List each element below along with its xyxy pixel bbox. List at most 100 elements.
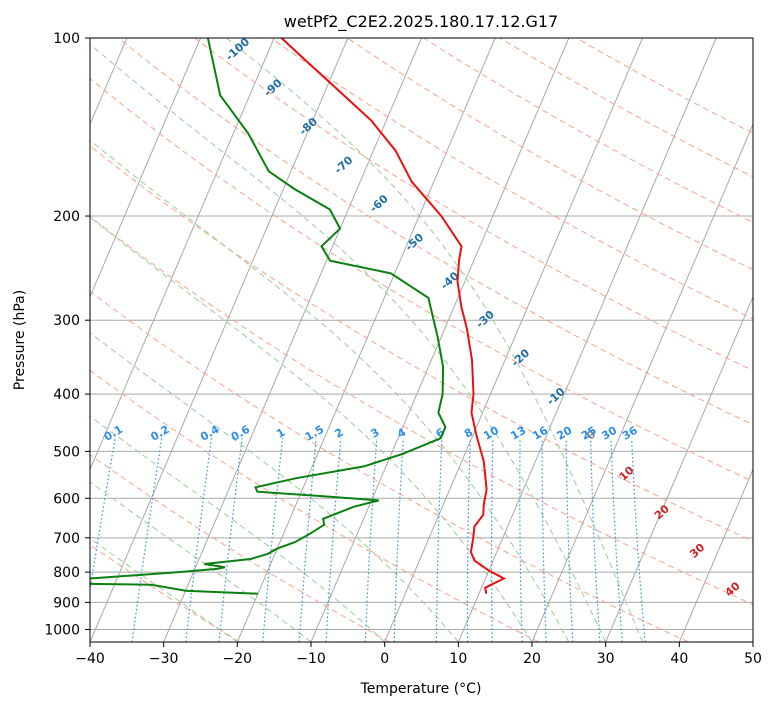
mixing-ratio-line [565, 438, 574, 642]
temperature-label: -100 [223, 35, 252, 63]
dry-adiabat [90, 544, 241, 642]
dry-adiabat [90, 290, 689, 642]
dry-adiabat [576, 38, 753, 134]
mixing-ratio-label: 0.6 [229, 423, 253, 444]
dry-adiabat [90, 215, 753, 606]
moist-adiabat [90, 216, 533, 642]
isotherm-line [678, 468, 753, 642]
isotherm-line [605, 295, 753, 642]
isotherm-line [310, 38, 570, 642]
dry-adiabat [194, 38, 753, 372]
y-tick-label: 1000 [44, 622, 80, 638]
mixing-ratio-label: 1.5 [303, 423, 326, 444]
isotherm-line [90, 38, 201, 299]
mixing-ratio-label: 20 [555, 424, 575, 443]
temperature-label: 40 [723, 579, 743, 599]
mixing-ratio-line [610, 438, 623, 642]
x-tick-label: 40 [670, 651, 688, 667]
x-tick-label: 0 [380, 651, 389, 667]
mixing-ratio-line [519, 438, 523, 642]
isotherm-line [236, 38, 496, 642]
mixing-ratio-line [590, 438, 601, 642]
mixing-ratio-line [218, 438, 243, 642]
y-axis-label: Pressure (hPa) [12, 290, 28, 390]
y-tick-label: 400 [53, 387, 80, 403]
dry-adiabat [118, 38, 753, 426]
series-line-1 [90, 38, 447, 595]
temperature-label: 20 [652, 502, 672, 522]
dry-adiabat [90, 145, 753, 542]
plot-area: -100-90-80-70-60-50-40-30-20-10010203040… [89, 35, 754, 643]
isotherm-line [752, 640, 753, 642]
y-tick-label: 200 [53, 209, 80, 225]
mixing-ratio-label: 0.2 [148, 423, 171, 444]
mixing-ratio-label: 25 [579, 424, 599, 443]
isotherm-line [531, 123, 753, 642]
temperature-label: -60 [367, 192, 391, 215]
x-tick-label: 50 [744, 651, 762, 667]
mixing-ratio-label: 2 [333, 426, 346, 441]
isotherm-line [90, 38, 275, 471]
y-tick-label: 800 [53, 565, 80, 581]
mixing-ratio-line [325, 438, 342, 642]
x-tick-label: −30 [149, 651, 179, 667]
isotherm-line [384, 38, 643, 642]
mixing-ratio-line [131, 438, 163, 642]
moist-adiabat [90, 537, 238, 642]
temperature-label: -90 [261, 76, 285, 99]
y-tick-label: 600 [53, 491, 80, 507]
mixing-ratio-label: 0.1 [102, 423, 125, 444]
x-tick-label: 30 [597, 651, 615, 667]
mixing-ratio-label: 0.4 [198, 423, 222, 444]
mixing-ratio-label: 36 [620, 424, 640, 443]
isotherm-line [163, 38, 422, 642]
moist-adiabat [226, 38, 643, 642]
x-tick-label: 20 [523, 651, 541, 667]
temperature-label: -50 [403, 231, 427, 254]
isotherm-line [90, 38, 349, 642]
temperature-label: -20 [509, 346, 533, 369]
series-line-0 [280, 38, 507, 594]
moist-adiabat [90, 332, 459, 642]
mixing-ratio-line [490, 438, 494, 642]
x-tick-label: −40 [75, 651, 105, 667]
chart-title: wetPf2_C2E2.2025.180.17.12.G17 [284, 12, 558, 32]
dry-adiabat [499, 38, 753, 178]
x-axis-label: Temperature (°C) [360, 681, 482, 697]
mixing-ratio-line [541, 438, 547, 642]
mixing-ratio-label: 8 [462, 426, 475, 441]
mixing-ratio-line [466, 438, 471, 642]
temperature-label: -10 [544, 385, 568, 408]
mixing-ratio-line [364, 438, 378, 642]
mixing-ratio-label: 10 [481, 424, 501, 443]
mixing-ratio-label: 3 [369, 426, 382, 441]
moist-adiabat [90, 415, 386, 642]
mixing-ratio-line [631, 438, 646, 642]
mixing-ratio-line [393, 438, 404, 642]
y-tick-label: 900 [53, 595, 80, 611]
plot-frame [89, 37, 754, 643]
dry-adiabat [90, 369, 540, 642]
y-tick-label: 100 [53, 31, 80, 47]
y-tick-label: 300 [53, 313, 80, 329]
y-tick-label: 700 [53, 531, 80, 547]
mixing-ratio-line [435, 438, 443, 642]
mixing-ratio-label: 1 [274, 426, 287, 441]
x-tick-label: 10 [449, 651, 467, 667]
moist-adiabat [90, 43, 607, 642]
axis-ticks: −40 −30 −20 −10 0 10 20 30 40 50 100 200 300 400 500 60… [44, 31, 762, 667]
mixing-ratio-line [185, 438, 213, 642]
temperature-label: -80 [297, 115, 321, 138]
temperature-label: 30 [687, 541, 707, 561]
mixing-ratio-line [262, 438, 284, 642]
dry-adiabat [90, 454, 390, 642]
moist-adiabat [90, 139, 570, 642]
moist-adiabat [90, 481, 312, 642]
x-tick-label: −20 [223, 651, 253, 667]
dry-adiabat [90, 77, 753, 482]
y-tick-label: 500 [53, 444, 80, 460]
x-tick-label: −10 [296, 651, 326, 667]
mixing-ratio-line [90, 438, 116, 594]
mixing-ratio-label: 13 [508, 424, 528, 443]
